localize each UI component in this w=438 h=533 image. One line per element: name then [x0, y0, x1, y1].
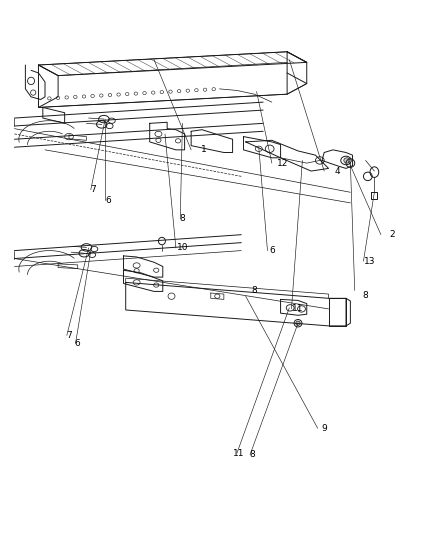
Text: 12: 12 — [276, 159, 288, 167]
Text: 8: 8 — [251, 286, 257, 295]
Text: 8: 8 — [179, 214, 185, 223]
Text: 6: 6 — [75, 339, 81, 348]
Ellipse shape — [343, 158, 349, 163]
Text: 2: 2 — [388, 230, 394, 239]
Text: 1: 1 — [201, 146, 207, 155]
Text: 11: 11 — [233, 449, 244, 458]
Ellipse shape — [295, 321, 300, 325]
Text: 8: 8 — [249, 450, 254, 459]
Text: 9: 9 — [321, 424, 326, 433]
Text: 11: 11 — [292, 304, 303, 313]
Text: 6: 6 — [268, 246, 274, 255]
Text: 6: 6 — [105, 196, 111, 205]
Text: 8: 8 — [362, 291, 367, 300]
Text: 10: 10 — [176, 244, 188, 253]
Text: 4: 4 — [334, 166, 339, 175]
Text: 7: 7 — [90, 185, 95, 194]
Text: 13: 13 — [364, 257, 375, 265]
Text: 7: 7 — [66, 331, 72, 340]
